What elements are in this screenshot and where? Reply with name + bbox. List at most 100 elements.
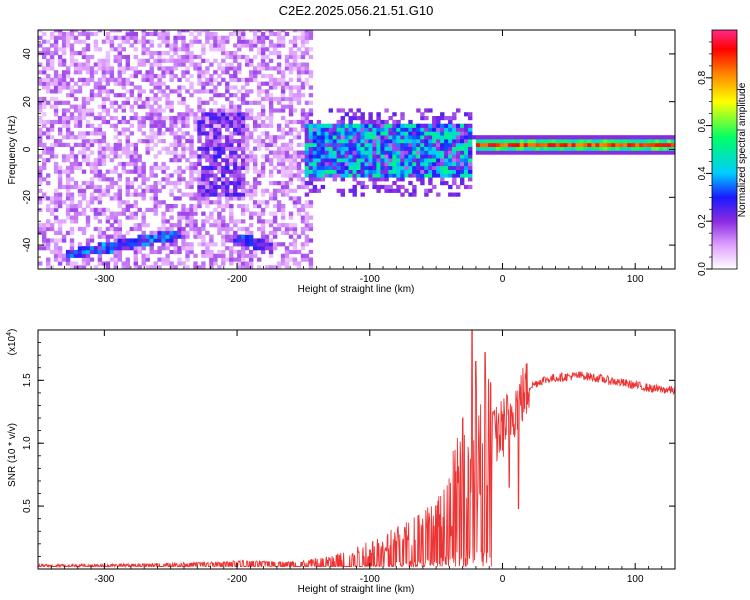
heatmap-cell	[396, 188, 401, 193]
heatmap-cell	[57, 165, 63, 170]
heatmap-cell	[312, 158, 318, 163]
heatmap-cell	[197, 188, 202, 193]
heatmap-cell	[213, 135, 218, 140]
heatmap-cell	[101, 108, 107, 113]
heatmap-cell	[46, 150, 51, 155]
heatmap-cell	[137, 93, 142, 98]
heatmap-cell	[177, 181, 182, 186]
heatmap-cell	[245, 169, 250, 174]
heatmap-cell	[209, 135, 214, 140]
heatmap-cell	[400, 139, 405, 144]
heatmap-cell	[69, 30, 75, 33]
heatmap-cell	[201, 265, 206, 269]
heatmap-cell	[563, 135, 568, 140]
heatmap-cell	[276, 200, 282, 205]
heatmap-cell	[205, 100, 210, 105]
heatmap-cell	[221, 150, 226, 155]
heatmap-cell	[193, 265, 198, 269]
heatmap-cell	[392, 127, 397, 132]
x-tick-label: 100	[627, 574, 644, 585]
heatmap-cell	[209, 261, 214, 266]
heatmap-cell	[268, 85, 274, 90]
heatmap-cell	[49, 81, 55, 86]
heatmap-cell	[46, 131, 51, 136]
heatmap-cell	[145, 142, 150, 147]
heatmap-cell	[205, 184, 210, 190]
heatmap-cell	[436, 192, 441, 197]
heatmap-cell	[312, 127, 318, 132]
heatmap-cell	[276, 154, 282, 159]
heatmap-cell	[109, 196, 115, 201]
heatmap-cell	[169, 108, 174, 113]
heatmap-cell	[376, 150, 381, 155]
heatmap-cell	[408, 127, 413, 132]
heatmap-cell	[416, 123, 421, 128]
heatmap-cell	[145, 257, 150, 262]
heatmap-cell	[129, 242, 134, 247]
heatmap-cell	[388, 150, 393, 155]
heatmap-cell	[81, 47, 87, 52]
heatmap-cell	[288, 108, 294, 113]
heatmap-cell	[141, 77, 146, 82]
heatmap-cell	[472, 135, 477, 140]
heatmap-cell	[217, 43, 222, 48]
heatmap-cell	[81, 135, 87, 140]
heatmap-cell	[396, 119, 401, 125]
heatmap-cell	[113, 211, 118, 216]
heatmap-cell	[49, 66, 55, 71]
heatmap-cell	[380, 123, 385, 128]
heatmap-cell	[93, 169, 99, 174]
heatmap-cell	[531, 142, 537, 147]
heatmap-cell	[113, 226, 118, 232]
heatmap-cell	[655, 150, 660, 155]
heatmap-cell	[105, 234, 111, 239]
heatmap-cell	[185, 158, 190, 163]
heatmap-cell	[320, 139, 326, 144]
heatmap-cell	[193, 30, 198, 33]
heatmap-cell	[97, 173, 103, 178]
heatmap-cell	[631, 146, 636, 151]
heatmap-cell	[161, 200, 166, 205]
heatmap-cell	[448, 165, 453, 170]
heatmap-cell	[340, 123, 345, 128]
heatmap-cell	[213, 257, 218, 262]
heatmap-cell	[117, 131, 122, 136]
heatmap-cell	[237, 242, 242, 247]
heatmap-cell	[129, 184, 134, 190]
heatmap-cell	[49, 31, 55, 37]
heatmap-cell	[165, 96, 170, 102]
heatmap-cell	[61, 184, 67, 190]
heatmap-cell	[85, 238, 91, 243]
heatmap-cell	[284, 119, 290, 125]
heatmap-cell	[428, 135, 433, 140]
heatmap-cell	[205, 246, 210, 251]
heatmap-cell	[49, 226, 55, 232]
heatmap-cell	[663, 139, 668, 144]
heatmap-cell	[197, 204, 202, 209]
heatmap-cell	[161, 246, 166, 251]
heatmap-cell	[384, 123, 389, 128]
heatmap-cell	[308, 139, 314, 144]
heatmap-cell	[57, 249, 63, 255]
heatmap-cell	[137, 127, 142, 132]
heatmap-cell	[97, 253, 103, 258]
heatmap-cell	[257, 142, 262, 147]
heatmap-cell	[189, 177, 194, 182]
heatmap-cell	[468, 184, 473, 190]
heatmap-cell	[535, 150, 541, 155]
heatmap-cell	[201, 165, 206, 170]
heatmap-cell	[117, 154, 122, 159]
heatmap-cell	[46, 100, 51, 105]
heatmap-cell	[121, 35, 126, 40]
heatmap-cell	[360, 112, 365, 117]
heatmap-cell	[408, 146, 413, 151]
heatmap-cell	[440, 169, 445, 174]
heatmap-cell	[408, 169, 413, 174]
heatmap-cell	[201, 108, 206, 113]
heatmap-cell	[201, 223, 206, 228]
heatmap-cell	[69, 265, 75, 269]
heatmap-cell	[213, 70, 218, 75]
heatmap-cell	[376, 131, 381, 136]
heatmap-cell	[89, 93, 95, 98]
heatmap-cell	[173, 154, 178, 159]
